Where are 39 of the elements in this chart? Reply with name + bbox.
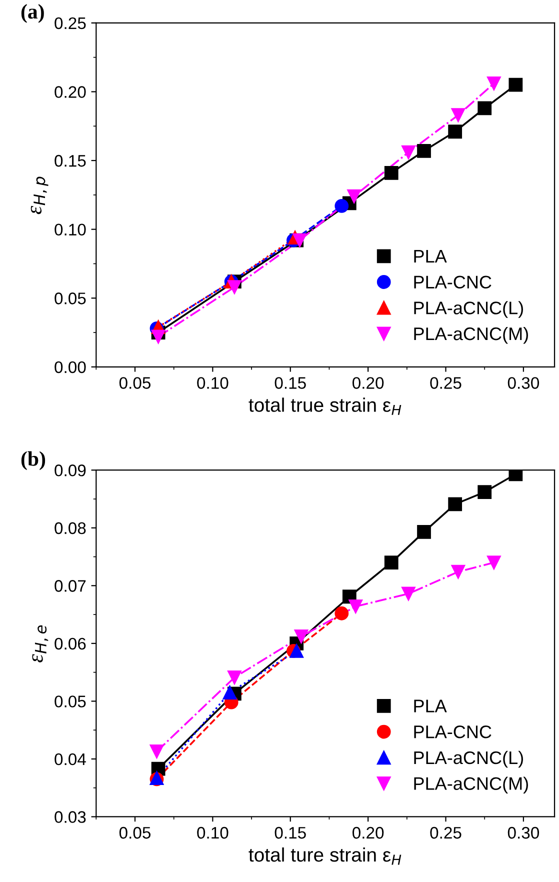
y-tick-label: 0.20 xyxy=(54,86,86,98)
x-tick-label: 0.25 xyxy=(430,826,462,839)
x-axis-title: total true strain ε$_{H}$ xyxy=(248,398,402,415)
x-axis-title: total ture strain ε$_{H}$ xyxy=(248,847,402,865)
legend-label: PLA-aCNC(L) xyxy=(414,750,523,768)
legend-label: PLA-CNC xyxy=(414,276,492,288)
y-tick-label: 0.00 xyxy=(54,361,86,374)
y-tick-label: 0.07 xyxy=(54,580,86,592)
text: (b) xyxy=(21,451,46,470)
y-axis-title: ε$_{H,p}$ xyxy=(30,176,48,214)
y-tick-label: 0.09 xyxy=(54,464,86,476)
x-tick-label: 0.30 xyxy=(508,826,540,839)
legend-label: PLA xyxy=(414,250,447,262)
x-tick-label: 0.30 xyxy=(508,377,540,389)
y-tick-label: 0.08 xyxy=(54,522,86,534)
x-tick-label: 0.25 xyxy=(430,377,462,389)
y-tick-label: 0.10 xyxy=(54,224,86,236)
y-tick-label: 0.03 xyxy=(54,811,86,823)
x-tick-label: 0.10 xyxy=(197,377,228,389)
x-tick-label: 0.05 xyxy=(119,377,151,389)
y-tick-label: 0.05 xyxy=(54,292,86,304)
legend-label: PLA-aCNC(L) xyxy=(414,301,523,318)
x-tick-label: 0.05 xyxy=(119,826,151,839)
x-tick-label: 0.10 xyxy=(197,826,228,839)
text: (a) xyxy=(21,4,44,23)
legend-label: PLA-CNC xyxy=(414,725,492,738)
y-tick-label: 0.04 xyxy=(54,753,86,766)
x-tick-label: 0.15 xyxy=(274,826,306,839)
x-tick-label: 0.20 xyxy=(352,826,384,839)
y-tick-label: 0.25 xyxy=(54,17,86,30)
y-tick-label: 0.06 xyxy=(54,638,86,650)
y-tick-label: 0.05 xyxy=(54,696,86,708)
legend-label: PLA xyxy=(414,700,447,712)
y-tick-label: 0.15 xyxy=(54,154,86,167)
legend-label: PLA-aCNC(M) xyxy=(414,326,528,344)
y-axis-title: ε$_{H,e}$ xyxy=(32,625,48,662)
x-tick-label: 0.20 xyxy=(352,377,384,389)
x-tick-label: 0.15 xyxy=(274,377,306,389)
legend-label: PLA-aCNC(M) xyxy=(414,776,528,794)
